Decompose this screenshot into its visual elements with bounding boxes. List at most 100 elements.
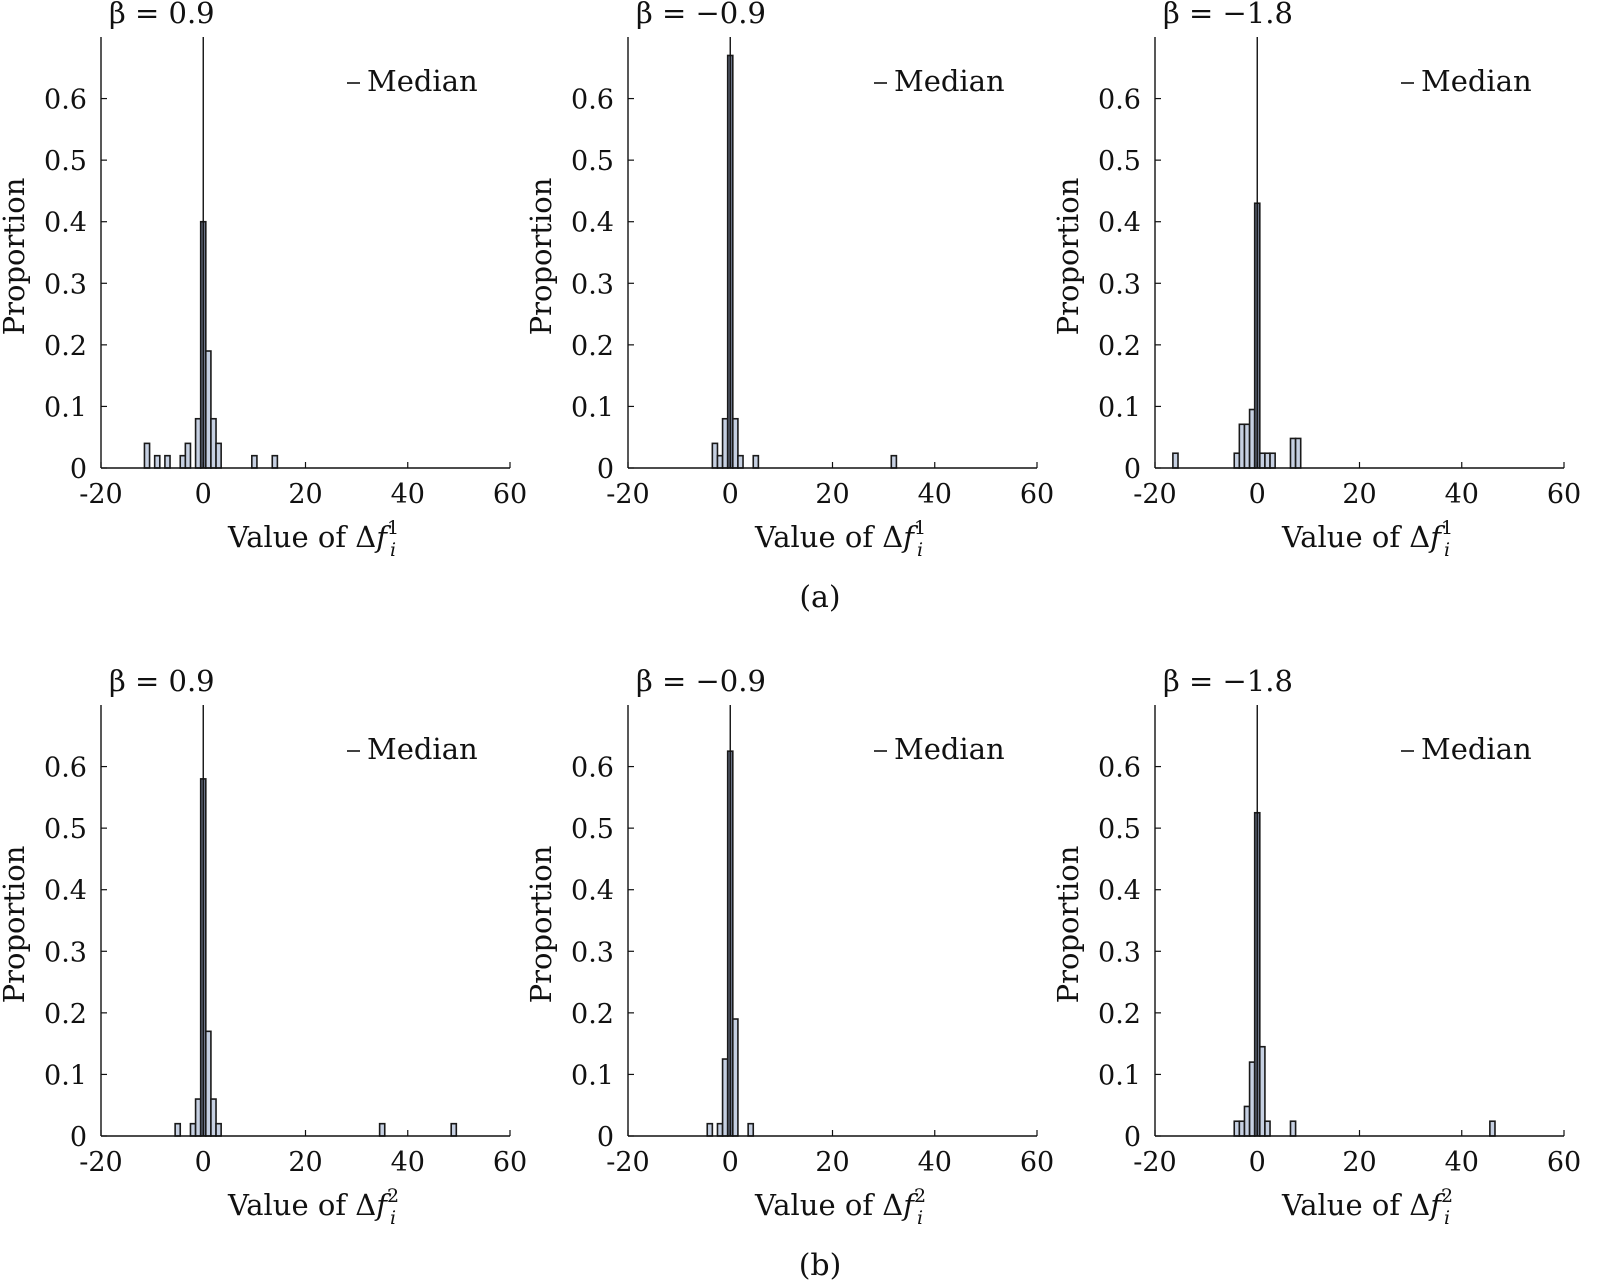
y-axis-label: Proportion bbox=[524, 846, 558, 1004]
y-tick-label: 0.4 bbox=[571, 876, 614, 907]
x-tick-label: -20 bbox=[1133, 1147, 1176, 1178]
histogram-bar bbox=[1489, 1120, 1496, 1137]
y-axis-label: Proportion bbox=[524, 178, 558, 336]
x-axis-label: Value of Δf2 i bbox=[754, 1185, 926, 1229]
x-tick-label: 60 bbox=[1020, 479, 1054, 510]
y-tick-label: 0.1 bbox=[571, 1060, 614, 1091]
histogram-panel-6: β = −1.8-20 0 20 40 6000.10.20.30.40.50.6Pro… bbox=[1051, 664, 1581, 1229]
histogram-bar bbox=[164, 454, 171, 469]
y-tick-label: 0.1 bbox=[44, 1060, 87, 1091]
y-tick-label: 0.3 bbox=[1098, 269, 1141, 300]
histogram-panel-4: β = 0.9-20 0 20 40 6000.10.20.30.40.50.6Prop… bbox=[0, 664, 527, 1229]
x-tick-label: 60 bbox=[1547, 1147, 1581, 1178]
histogram-bar bbox=[1294, 437, 1302, 469]
caption-b: (b) bbox=[799, 1248, 842, 1283]
x-tick-label: 40 bbox=[1445, 479, 1479, 510]
x-tick-label: 60 bbox=[493, 479, 527, 510]
y-axis-label: Proportion bbox=[0, 178, 31, 336]
x-axis-label: Value of Δf2 i bbox=[1281, 1185, 1453, 1229]
histogram-bar bbox=[1269, 452, 1276, 469]
y-tick-label: 0.5 bbox=[1098, 146, 1141, 177]
histogram-bar bbox=[251, 454, 258, 469]
histogram-bar bbox=[747, 1122, 755, 1137]
x-tick-label: 40 bbox=[391, 1147, 425, 1178]
x-tick-label: 60 bbox=[1547, 479, 1581, 510]
x-tick-label: 0 bbox=[1249, 479, 1266, 510]
y-tick-label: 0 bbox=[597, 1122, 614, 1153]
histogram-bar bbox=[174, 1122, 182, 1137]
histogram-panel-3: β = −1.8-20 0 20 40 6000.10.20.30.40.50.6Pro… bbox=[1051, 0, 1581, 561]
y-axis-label: Proportion bbox=[1051, 178, 1085, 336]
y-tick-label: 0.2 bbox=[571, 999, 614, 1030]
histogram-bar bbox=[153, 454, 161, 469]
x-tick-label: 60 bbox=[493, 1147, 527, 1178]
histogram-panel-5: β = −0.9-20 0 20 40 6000.10.20.30.40.50.6Pro… bbox=[524, 664, 1054, 1229]
x-tick-label: 60 bbox=[1020, 1147, 1054, 1178]
y-tick-label: 0 bbox=[70, 1122, 87, 1153]
x-axis-label: Value of Δf1 i bbox=[227, 517, 399, 561]
y-tick-label: 0 bbox=[70, 454, 87, 485]
caption-a: (a) bbox=[799, 580, 840, 615]
x-axis-label: Value of Δf2 i bbox=[227, 1185, 399, 1229]
panel-title: β = −1.8 bbox=[1163, 0, 1293, 30]
x-axis-label: Value of Δf1 i bbox=[754, 517, 926, 561]
y-tick-label: 0.2 bbox=[1098, 331, 1141, 362]
x-tick-label: 20 bbox=[288, 479, 322, 510]
legend-label: Median bbox=[894, 732, 1005, 766]
y-tick-label: 0.6 bbox=[571, 753, 614, 784]
x-tick-label: 20 bbox=[815, 479, 849, 510]
y-tick-label: 0.5 bbox=[571, 814, 614, 845]
y-tick-label: 0 bbox=[1124, 1122, 1141, 1153]
y-tick-label: 0.2 bbox=[44, 999, 87, 1030]
x-tick-label: -20 bbox=[79, 479, 122, 510]
y-tick-label: 0.1 bbox=[1098, 392, 1141, 423]
y-tick-label: 0.6 bbox=[1098, 85, 1141, 116]
histogram-bar bbox=[271, 454, 279, 469]
histogram-bar bbox=[378, 1122, 386, 1137]
y-tick-label: 0.3 bbox=[44, 937, 87, 968]
x-axis-label: Value of Δf1 i bbox=[1281, 517, 1453, 561]
y-tick-label: 0.4 bbox=[1098, 208, 1141, 239]
y-tick-label: 0.6 bbox=[571, 85, 614, 116]
y-tick-label: 0.1 bbox=[44, 392, 87, 423]
y-tick-label: 0.5 bbox=[44, 814, 87, 845]
x-tick-label: 40 bbox=[1445, 1147, 1479, 1178]
y-tick-label: 0.6 bbox=[44, 753, 87, 784]
histogram-bar bbox=[1264, 1120, 1271, 1137]
histogram-bar bbox=[706, 1122, 714, 1137]
histogram-bar bbox=[1172, 452, 1179, 469]
y-tick-label: 0.3 bbox=[571, 269, 614, 300]
x-tick-label: 20 bbox=[1342, 1147, 1376, 1178]
y-tick-label: 0 bbox=[597, 454, 614, 485]
y-tick-label: 0.3 bbox=[571, 937, 614, 968]
x-tick-label: 20 bbox=[288, 1147, 322, 1178]
legend-label: Median bbox=[1421, 732, 1532, 766]
y-tick-label: 0.5 bbox=[1098, 814, 1141, 845]
histogram-bar bbox=[890, 454, 898, 469]
x-tick-label: 40 bbox=[918, 1147, 952, 1178]
histogram-bar bbox=[143, 442, 151, 469]
histogram-bar bbox=[450, 1122, 458, 1137]
y-tick-label: 0.1 bbox=[1098, 1060, 1141, 1091]
y-tick-label: 0.5 bbox=[44, 146, 87, 177]
y-axis-label: Proportion bbox=[1051, 846, 1085, 1004]
legend-label: Median bbox=[367, 64, 478, 98]
panel-title: β = −1.8 bbox=[1163, 664, 1293, 698]
x-tick-label: -20 bbox=[606, 479, 649, 510]
x-tick-label: 0 bbox=[722, 1147, 739, 1178]
histogram-bar bbox=[215, 442, 222, 469]
histogram-bar bbox=[1289, 1120, 1297, 1137]
x-tick-label: -20 bbox=[1133, 479, 1176, 510]
legend-label: Median bbox=[894, 64, 1005, 98]
x-tick-label: 0 bbox=[195, 1147, 212, 1178]
histogram-bar bbox=[215, 1122, 222, 1137]
histogram-panel-1: β = 0.9-20 0 20 40 6000.10.20.30.40.50.6Prop… bbox=[0, 0, 527, 561]
x-tick-label: -20 bbox=[606, 1147, 649, 1178]
y-tick-label: 0.4 bbox=[1098, 876, 1141, 907]
panel-title: β = 0.9 bbox=[109, 664, 215, 698]
legend-label: Median bbox=[1421, 64, 1532, 98]
histogram-panel-2: β = −0.9-20 0 20 40 6000.10.20.30.40.50.6Pro… bbox=[524, 0, 1054, 561]
x-tick-label: 40 bbox=[918, 479, 952, 510]
histogram-bar bbox=[737, 454, 744, 469]
x-tick-label: -20 bbox=[79, 1147, 122, 1178]
